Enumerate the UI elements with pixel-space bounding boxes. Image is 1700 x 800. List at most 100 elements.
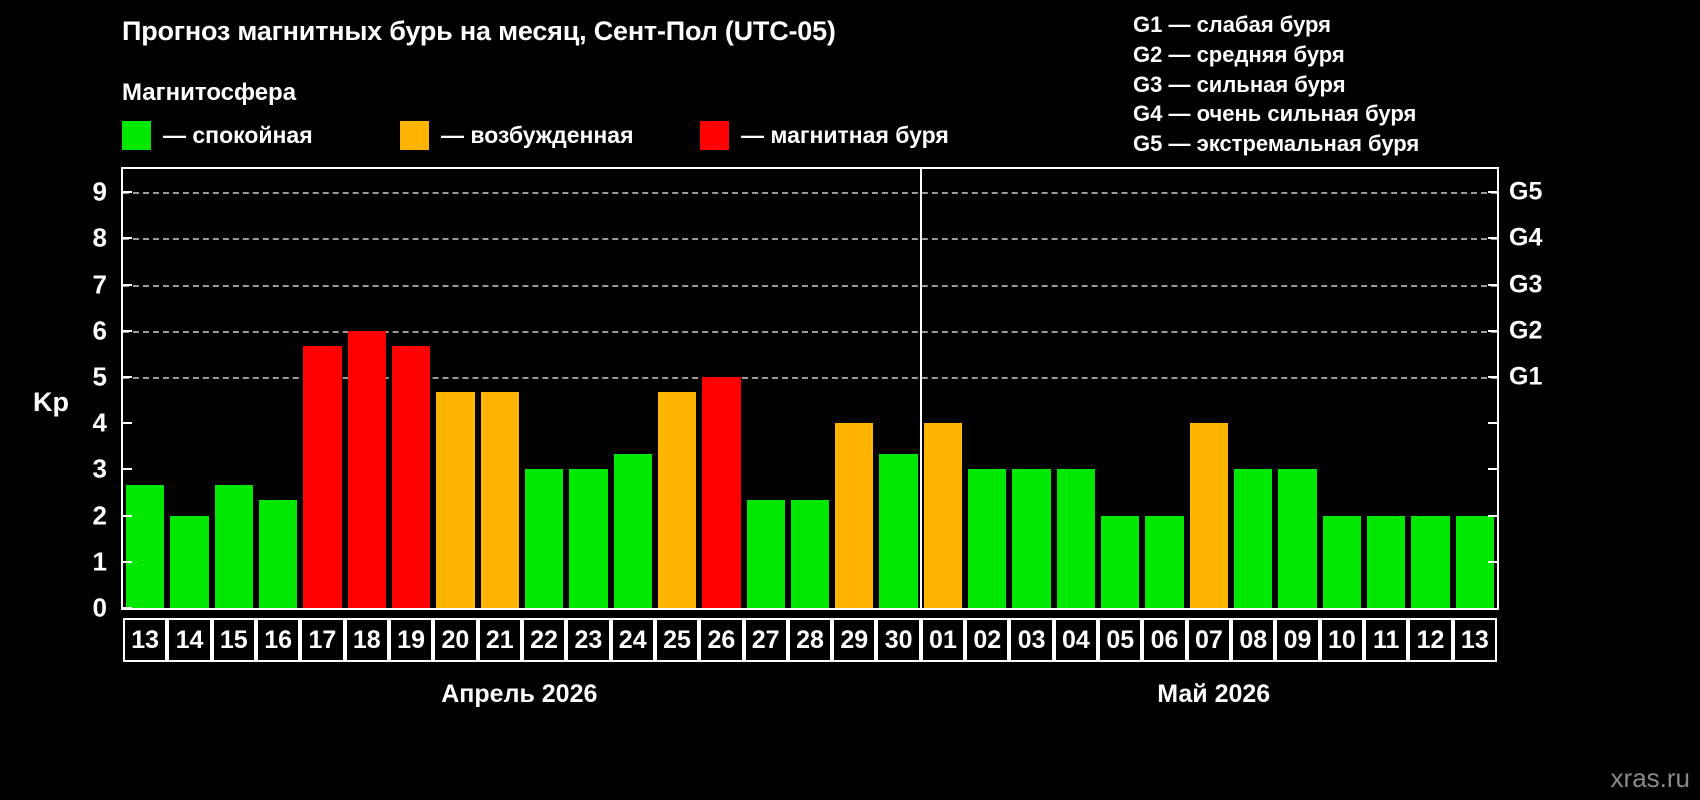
bar-day-20[interactable] bbox=[436, 392, 475, 608]
gridline-kp-5 bbox=[123, 376, 1497, 379]
orange-square-icon bbox=[400, 120, 429, 150]
page-title: Прогноз магнитных бурь на месяц, Сент-По… bbox=[122, 16, 836, 46]
y-tick-mark-5 bbox=[123, 375, 132, 378]
bar-day-30[interactable] bbox=[879, 454, 918, 608]
legend-item-label: — спокойная bbox=[163, 121, 313, 148]
day-label-14[interactable]: 14 bbox=[167, 618, 212, 662]
day-label-09[interactable]: 09 bbox=[1275, 618, 1320, 662]
day-label-23[interactable]: 23 bbox=[566, 618, 611, 662]
bar-day-13[interactable] bbox=[126, 484, 165, 608]
day-label-13[interactable]: 13 bbox=[1452, 618, 1497, 662]
g-axis-tick-mark-kp-9 bbox=[1488, 191, 1497, 194]
g-scale-row-2: G2 — средняя буря bbox=[1133, 41, 1345, 67]
legend-item-1: — возбужденная bbox=[400, 120, 634, 150]
g-scale-row-3: G3 — сильная буря bbox=[1133, 71, 1346, 97]
day-label-18[interactable]: 18 bbox=[344, 618, 389, 662]
y-tick-label-2: 2 bbox=[92, 500, 107, 531]
g-axis-tick-mark-kp-7 bbox=[1488, 283, 1497, 286]
g-axis-label-G2: G2 bbox=[1509, 316, 1543, 345]
bar-day-10[interactable] bbox=[1322, 515, 1362, 608]
day-label-21[interactable]: 21 bbox=[477, 618, 522, 662]
magnetosphere-legend-title: Магнитосфера bbox=[122, 79, 297, 106]
bar-day-11[interactable] bbox=[1367, 515, 1406, 608]
bar-day-17[interactable] bbox=[303, 346, 342, 608]
day-label-02[interactable]: 02 bbox=[965, 618, 1010, 662]
bar-day-21[interactable] bbox=[480, 392, 519, 608]
day-label-15[interactable]: 15 bbox=[211, 618, 256, 662]
month-divider-line bbox=[919, 169, 922, 608]
bar-day-19[interactable] bbox=[391, 346, 431, 608]
bar-day-07[interactable] bbox=[1189, 423, 1229, 608]
g-axis-tick-mark-kp-2 bbox=[1488, 514, 1497, 517]
legend-item-label: — магнитная буря bbox=[741, 121, 949, 148]
day-label-19[interactable]: 19 bbox=[388, 618, 434, 662]
bar-day-26[interactable] bbox=[702, 376, 741, 608]
bar-day-27[interactable] bbox=[746, 500, 785, 608]
bar-day-15[interactable] bbox=[214, 484, 253, 608]
green-square-icon bbox=[122, 120, 151, 150]
day-label-29[interactable]: 29 bbox=[832, 618, 877, 662]
bar-day-05[interactable] bbox=[1101, 515, 1140, 608]
legend-item-label: — возбужденная bbox=[441, 121, 634, 148]
y-tick-mark-4 bbox=[123, 422, 132, 425]
day-label-08[interactable]: 08 bbox=[1231, 618, 1276, 662]
bar-day-09[interactable] bbox=[1278, 469, 1317, 608]
y-tick-mark-8 bbox=[123, 237, 132, 240]
day-label-26[interactable]: 26 bbox=[699, 618, 744, 662]
chart-plot-area bbox=[121, 167, 1499, 610]
bar-day-12[interactable] bbox=[1411, 515, 1450, 608]
day-label-28[interactable]: 28 bbox=[787, 618, 833, 662]
bar-day-08[interactable] bbox=[1234, 469, 1273, 608]
bar-day-25[interactable] bbox=[657, 392, 697, 608]
day-label-24[interactable]: 24 bbox=[610, 618, 655, 662]
bar-day-03[interactable] bbox=[1012, 469, 1051, 608]
day-label-27[interactable]: 27 bbox=[743, 618, 788, 662]
y-tick-label-5: 5 bbox=[92, 361, 107, 392]
day-label-12[interactable]: 12 bbox=[1408, 618, 1453, 662]
bar-day-22[interactable] bbox=[524, 469, 564, 608]
bar-day-02[interactable] bbox=[968, 469, 1007, 608]
day-label-13[interactable]: 13 bbox=[123, 618, 168, 662]
g-axis-tick-mark-kp-8 bbox=[1488, 237, 1497, 240]
plot-inner bbox=[123, 169, 1497, 608]
bar-day-04[interactable] bbox=[1056, 469, 1096, 608]
day-label-03[interactable]: 03 bbox=[1009, 618, 1054, 662]
day-label-04[interactable]: 04 bbox=[1053, 618, 1099, 662]
gridline-kp-6 bbox=[123, 330, 1497, 333]
bar-day-29[interactable] bbox=[835, 423, 874, 608]
bar-day-24[interactable] bbox=[613, 454, 652, 608]
day-label-07[interactable]: 07 bbox=[1186, 618, 1232, 662]
bar-day-01[interactable] bbox=[923, 423, 963, 608]
day-label-11[interactable]: 11 bbox=[1364, 618, 1409, 662]
day-label-22[interactable]: 22 bbox=[521, 618, 567, 662]
bar-day-06[interactable] bbox=[1145, 515, 1184, 608]
day-label-20[interactable]: 20 bbox=[433, 618, 478, 662]
red-square-icon bbox=[700, 120, 729, 150]
bar-day-28[interactable] bbox=[790, 500, 830, 608]
month-label-1: Май 2026 bbox=[1157, 680, 1271, 708]
gridline-kp-9 bbox=[123, 192, 1497, 195]
bar-day-23[interactable] bbox=[569, 469, 608, 608]
bar-day-13[interactable] bbox=[1455, 515, 1494, 608]
bar-day-16[interactable] bbox=[258, 500, 298, 608]
day-label-05[interactable]: 05 bbox=[1098, 618, 1143, 662]
y-tick-mark-3 bbox=[123, 468, 132, 471]
bar-day-18[interactable] bbox=[347, 330, 386, 608]
bar-day-14[interactable] bbox=[170, 515, 209, 608]
month-label-0: Апрель 2026 bbox=[441, 680, 598, 708]
y-tick-mark-9 bbox=[123, 191, 132, 194]
g-axis-tick-mark-kp-1 bbox=[1488, 560, 1497, 563]
y-tick-mark-2 bbox=[123, 514, 132, 517]
day-label-17[interactable]: 17 bbox=[300, 618, 345, 662]
day-label-16[interactable]: 16 bbox=[255, 618, 301, 662]
y-tick-mark-6 bbox=[123, 329, 132, 332]
day-label-06[interactable]: 06 bbox=[1142, 618, 1187, 662]
g-axis-tick-mark-kp-4 bbox=[1488, 422, 1497, 425]
g-axis-label-G5: G5 bbox=[1509, 177, 1543, 206]
day-label-30[interactable]: 30 bbox=[876, 618, 921, 662]
day-label-25[interactable]: 25 bbox=[654, 618, 700, 662]
day-label-10[interactable]: 10 bbox=[1319, 618, 1365, 662]
bars-layer bbox=[123, 169, 1497, 608]
g-scale-row-4: G4 — очень сильная буря bbox=[1133, 101, 1417, 127]
day-label-01[interactable]: 01 bbox=[920, 618, 966, 662]
